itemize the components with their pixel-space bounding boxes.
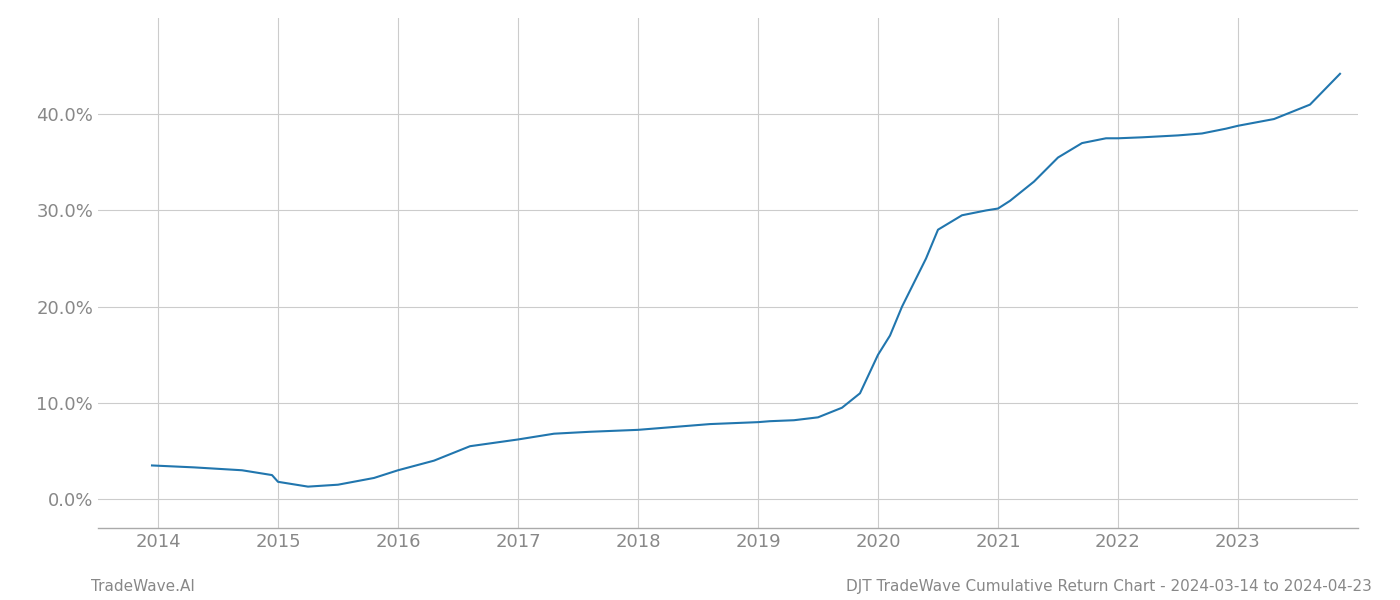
Text: TradeWave.AI: TradeWave.AI [91, 579, 195, 594]
Text: DJT TradeWave Cumulative Return Chart - 2024-03-14 to 2024-04-23: DJT TradeWave Cumulative Return Chart - … [846, 579, 1372, 594]
